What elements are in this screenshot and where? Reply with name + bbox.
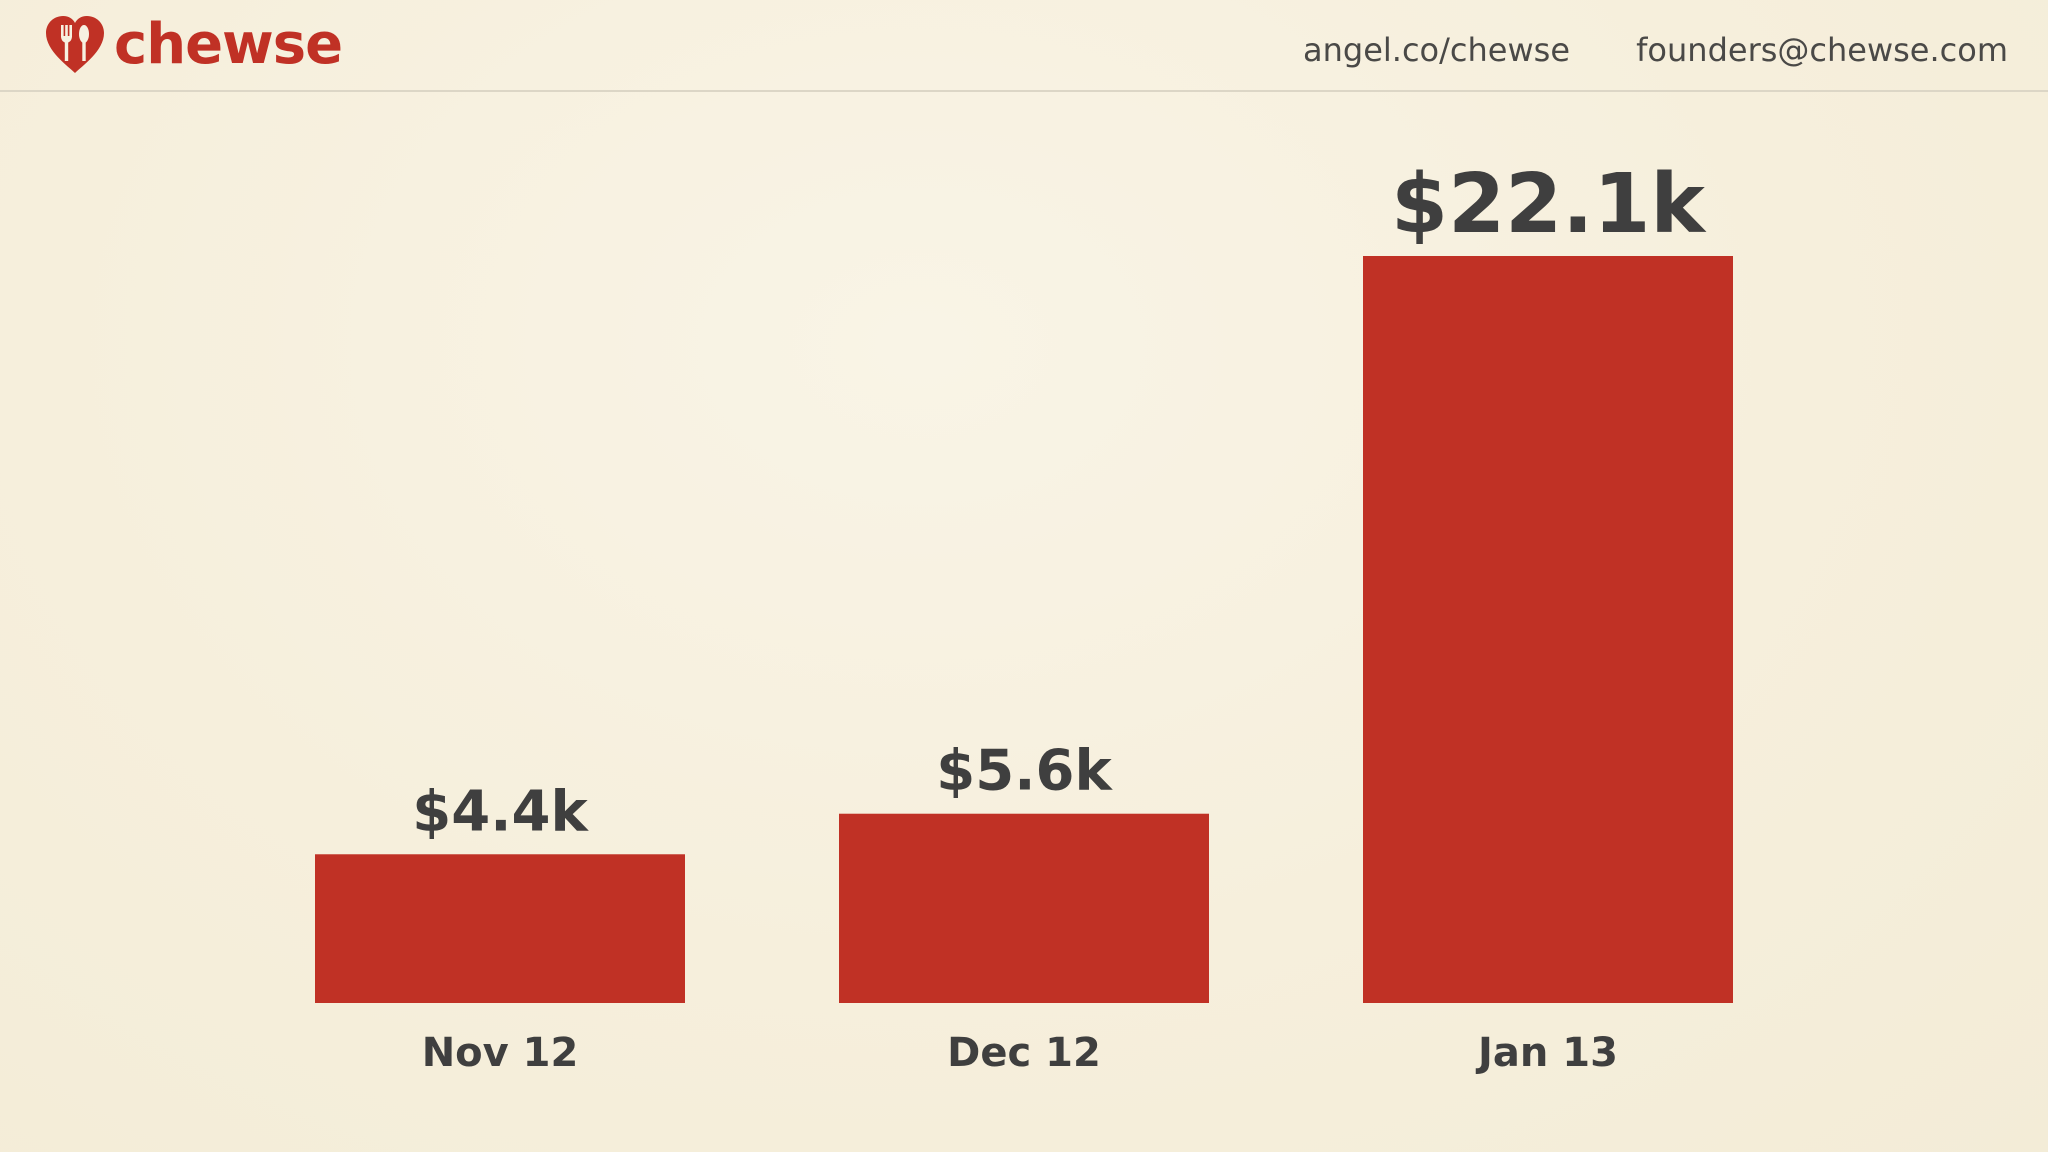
value-label: $22.1k — [1391, 157, 1707, 252]
value-label: $4.4k — [412, 779, 589, 844]
brand-name: chewse — [114, 12, 343, 77]
angel-link[interactable]: angel.co/chewse — [1303, 31, 1570, 69]
value-label: $5.6k — [936, 739, 1113, 804]
heart-fork-knife-icon — [44, 15, 106, 75]
email-link[interactable]: founders@chewse.com — [1636, 31, 2008, 69]
header-bar: chewse angel.co/chewse founders@chewse.c… — [0, 0, 2048, 92]
category-label: Dec 12 — [947, 1030, 1101, 1076]
bar-jan-13 — [1363, 256, 1733, 1003]
chewse-logo[interactable]: chewse — [44, 12, 343, 77]
bar-nov-12 — [315, 854, 685, 1003]
category-label: Jan 13 — [1475, 1030, 1618, 1076]
bar-dec-12 — [839, 813, 1209, 1003]
category-label: Nov 12 — [422, 1030, 579, 1076]
